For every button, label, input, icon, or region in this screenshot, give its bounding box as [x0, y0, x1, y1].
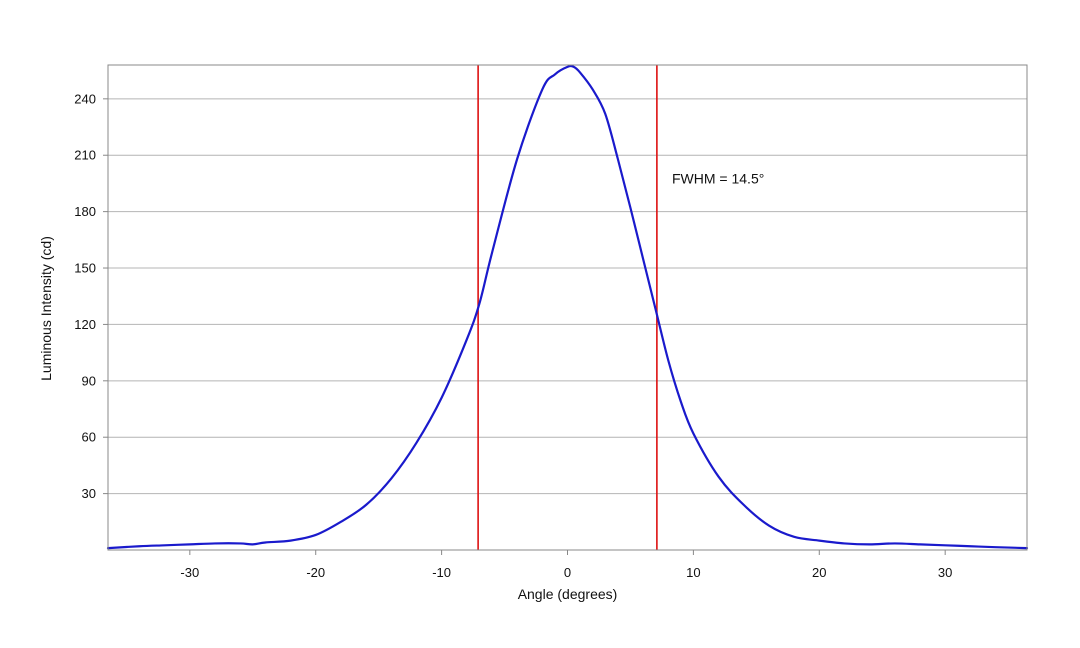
y-axis-title: Luminous Intensity (cd)	[38, 236, 54, 381]
y-tick-label: 180	[74, 204, 96, 219]
intensity-curve	[106, 64, 1029, 550]
y-tick-label: 30	[82, 486, 96, 501]
x-axis-ticks: -30 -20 -10 0 10 20 30	[180, 550, 952, 580]
x-tick-label: -30	[180, 565, 199, 580]
x-tick-label: 20	[812, 565, 826, 580]
series-layer	[106, 64, 1029, 550]
x-tick-label: 30	[938, 565, 952, 580]
y-tick-label: 60	[82, 430, 96, 445]
y-tick-label: 210	[74, 148, 96, 163]
y-tick-label: 150	[74, 261, 96, 276]
x-tick-label: 10	[686, 565, 700, 580]
annotations: FWHM = 14.5°	[672, 170, 764, 186]
y-tick-label: 240	[74, 91, 96, 106]
x-tick-label: 0	[564, 565, 571, 580]
grid-lines	[108, 98, 1027, 495]
y-tick-label: 90	[82, 373, 96, 388]
fwhm-annotation: FWHM = 14.5°	[672, 170, 764, 186]
x-tick-label: -10	[432, 565, 451, 580]
y-axis-ticks: 30 60 90 120 150 180 210 240	[74, 91, 108, 501]
x-tick-label: -20	[306, 565, 325, 580]
x-axis-title: Angle (degrees)	[518, 586, 618, 602]
y-tick-label: 120	[74, 317, 96, 332]
